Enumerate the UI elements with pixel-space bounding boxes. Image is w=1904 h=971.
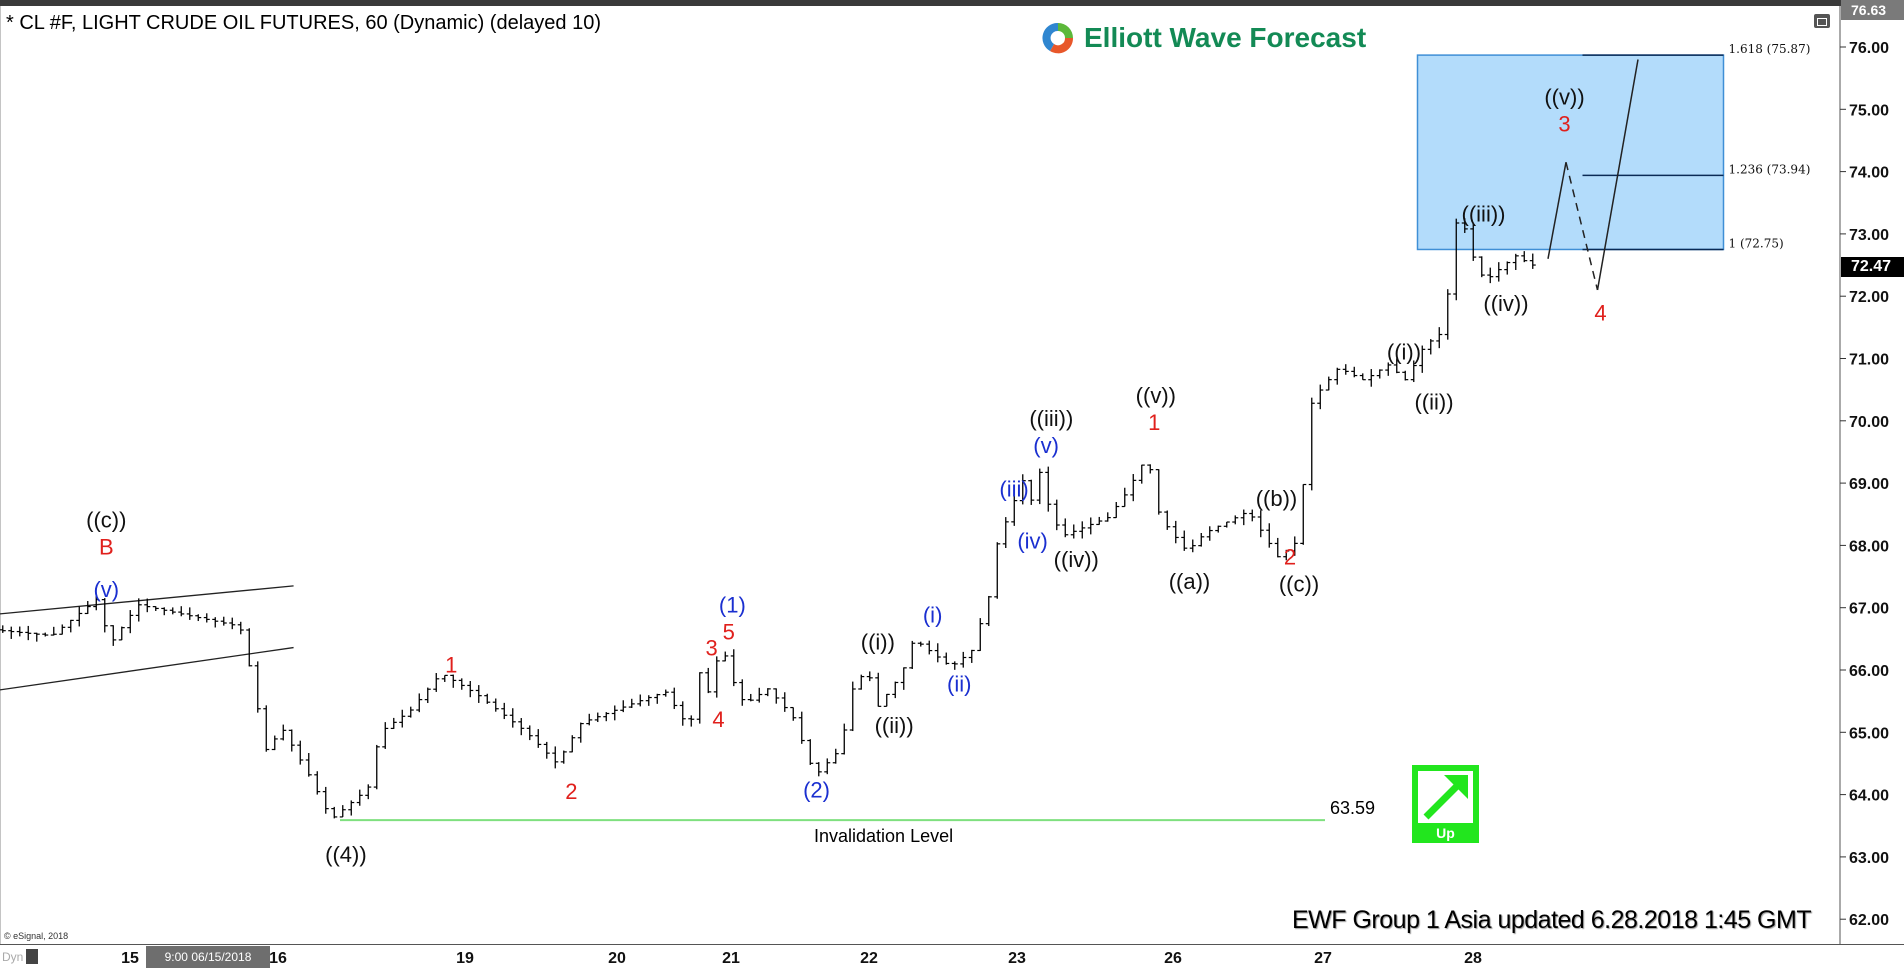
wave-label: ((iii)) bbox=[1029, 406, 1073, 431]
wave-label: ((4)) bbox=[325, 842, 367, 867]
wave-label: 2 bbox=[1284, 544, 1296, 569]
lock-icon[interactable] bbox=[26, 949, 38, 964]
chart-title: * CL #F, LIGHT CRUDE OIL FUTURES, 60 (Dy… bbox=[6, 12, 601, 34]
x-tick-label: 19 bbox=[456, 950, 474, 967]
wave-label: (iii) bbox=[999, 477, 1028, 502]
y-tick-label: 69.00 bbox=[1849, 476, 1889, 493]
time-axis[interactable]: Dyn 15 16 19 20 21 22 23 26 27 28 9:00 06/15/2018 bbox=[0, 944, 1904, 971]
top-price-marker: 76.63 bbox=[1841, 0, 1904, 20]
wave-label: 1 bbox=[445, 652, 457, 677]
logo-text: Elliott Wave Forecast bbox=[1084, 22, 1367, 53]
y-tick-label: 75.00 bbox=[1849, 102, 1889, 119]
y-tick-label: 73.00 bbox=[1849, 227, 1889, 244]
wave-label: ((c)) bbox=[1279, 571, 1319, 596]
y-tick-label: 76.00 bbox=[1849, 40, 1889, 57]
wave-label: ((ii)) bbox=[875, 713, 914, 738]
wave-label: (v) bbox=[1033, 433, 1059, 458]
projection-solid-up bbox=[1547, 162, 1567, 259]
wave-label: 3 bbox=[1558, 112, 1570, 137]
dyn-label: Dyn bbox=[2, 950, 24, 964]
y-tick-label: 74.00 bbox=[1849, 165, 1889, 182]
y-tick-label: 72.00 bbox=[1849, 289, 1889, 306]
wave-label: (ii) bbox=[947, 672, 971, 697]
window-top-bar bbox=[0, 0, 1904, 6]
wave-label: B bbox=[99, 535, 114, 560]
wave-label: ((v)) bbox=[1136, 383, 1176, 408]
ewf-logo: Elliott Wave Forecast bbox=[1040, 20, 1366, 56]
wave-label: ((a)) bbox=[1169, 569, 1211, 594]
wave-label: ((iv)) bbox=[1483, 291, 1528, 316]
wave-label: (iv) bbox=[1017, 528, 1048, 553]
x-tick-label: 28 bbox=[1464, 950, 1482, 967]
wave-label: 4 bbox=[1594, 300, 1606, 325]
update-note: EWF Group 1 Asia updated 6.28.2018 1:45 … bbox=[1292, 906, 1812, 934]
projection-dashed-down bbox=[1565, 162, 1599, 291]
copyright: © eSignal, 2018 bbox=[4, 931, 69, 941]
wave-label: (2) bbox=[803, 778, 830, 803]
wave-label: ((b)) bbox=[1256, 486, 1298, 511]
wave-label: (1) bbox=[719, 592, 746, 617]
y-tick-label: 67.00 bbox=[1849, 601, 1889, 618]
y-tick-label: 68.00 bbox=[1849, 538, 1889, 555]
fib-level-label: 1 (72.75) bbox=[1729, 236, 1784, 250]
x-tick-label: 16 bbox=[269, 950, 287, 967]
up-trend-badge: Up bbox=[1412, 765, 1479, 843]
cursor-time-label: 9:00 06/15/2018 bbox=[146, 946, 270, 968]
wave-label: ((iv)) bbox=[1054, 547, 1099, 572]
wave-label: (v) bbox=[93, 577, 119, 602]
y-tick-label: 71.00 bbox=[1849, 352, 1889, 369]
y-tick-label: 62.00 bbox=[1849, 912, 1889, 929]
arrow-up-right-icon bbox=[1423, 775, 1468, 820]
y-tick-label: 66.00 bbox=[1849, 663, 1889, 680]
x-tick-label: 26 bbox=[1164, 950, 1182, 967]
invalidation-label: Invalidation Level bbox=[814, 826, 954, 846]
x-tick-label: 22 bbox=[860, 950, 878, 967]
x-tick-label: 23 bbox=[1008, 950, 1026, 967]
wave-label: 3 bbox=[705, 636, 717, 661]
channel-line-lower bbox=[0, 646, 294, 691]
y-tick-label: 70.00 bbox=[1849, 414, 1889, 431]
x-tick-label: 15 bbox=[121, 950, 139, 967]
last-price-marker: 72.47 bbox=[1841, 256, 1904, 277]
wave-label: 1 bbox=[1148, 410, 1160, 435]
x-tick-label: 20 bbox=[608, 950, 626, 967]
wave-label: 5 bbox=[723, 619, 735, 644]
x-tick-label: 21 bbox=[722, 950, 740, 967]
restore-window-icon[interactable] bbox=[1814, 14, 1830, 28]
target-zone-box bbox=[1416, 54, 1725, 251]
wave-label: 4 bbox=[712, 707, 724, 732]
projection-solid-final bbox=[1596, 59, 1639, 291]
fib-level-label: 1.236 (73.94) bbox=[1729, 162, 1811, 176]
y-tick-label: 64.00 bbox=[1849, 788, 1889, 805]
wave-label: ((c)) bbox=[86, 508, 126, 533]
invalidation-price: 63.59 bbox=[1330, 798, 1376, 818]
wave-label: ((i)) bbox=[861, 629, 895, 654]
logo-swirl-icon bbox=[1042, 22, 1074, 54]
fib-level-label: 1.618 (75.87) bbox=[1729, 42, 1811, 56]
y-tick-label: 65.00 bbox=[1849, 725, 1889, 742]
wave-label: ((iii)) bbox=[1462, 201, 1506, 226]
up-badge-label: Up bbox=[1436, 825, 1455, 841]
wave-label: 2 bbox=[565, 779, 577, 804]
x-tick-label: 27 bbox=[1314, 950, 1332, 967]
wave-label: ((v)) bbox=[1544, 85, 1584, 110]
wave-label: (i) bbox=[923, 603, 943, 628]
wave-label: ((i)) bbox=[1387, 340, 1421, 365]
wave-label: ((ii)) bbox=[1414, 389, 1453, 414]
y-tick-label: 63.00 bbox=[1849, 850, 1889, 867]
